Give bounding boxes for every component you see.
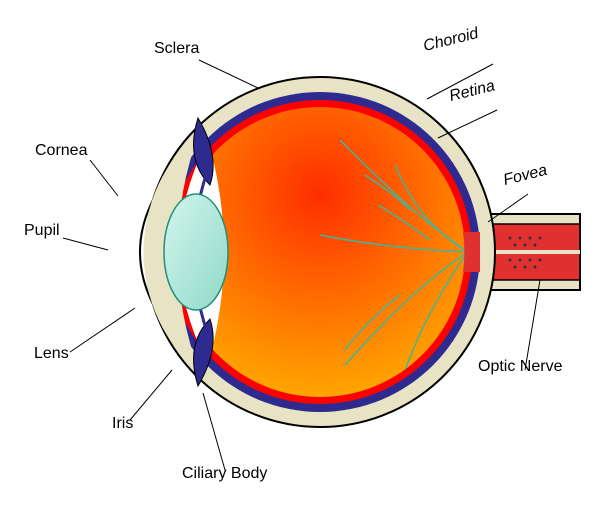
eye-diagram: Sclera Cornea Pupil Lens Iris Ciliary Bo… bbox=[0, 0, 600, 504]
label-pupil: Pupil bbox=[24, 222, 60, 240]
label-ciliary-body: Ciliary Body bbox=[182, 465, 267, 483]
label-optic-nerve: Optic Nerve bbox=[478, 358, 562, 376]
optic-disc bbox=[463, 232, 480, 272]
lens-shape bbox=[164, 194, 228, 310]
label-iris: Iris bbox=[112, 415, 133, 433]
label-cornea: Cornea bbox=[35, 142, 87, 160]
eye-svg bbox=[0, 0, 600, 504]
label-sclera: Sclera bbox=[154, 40, 199, 58]
label-lens: Lens bbox=[34, 345, 69, 363]
